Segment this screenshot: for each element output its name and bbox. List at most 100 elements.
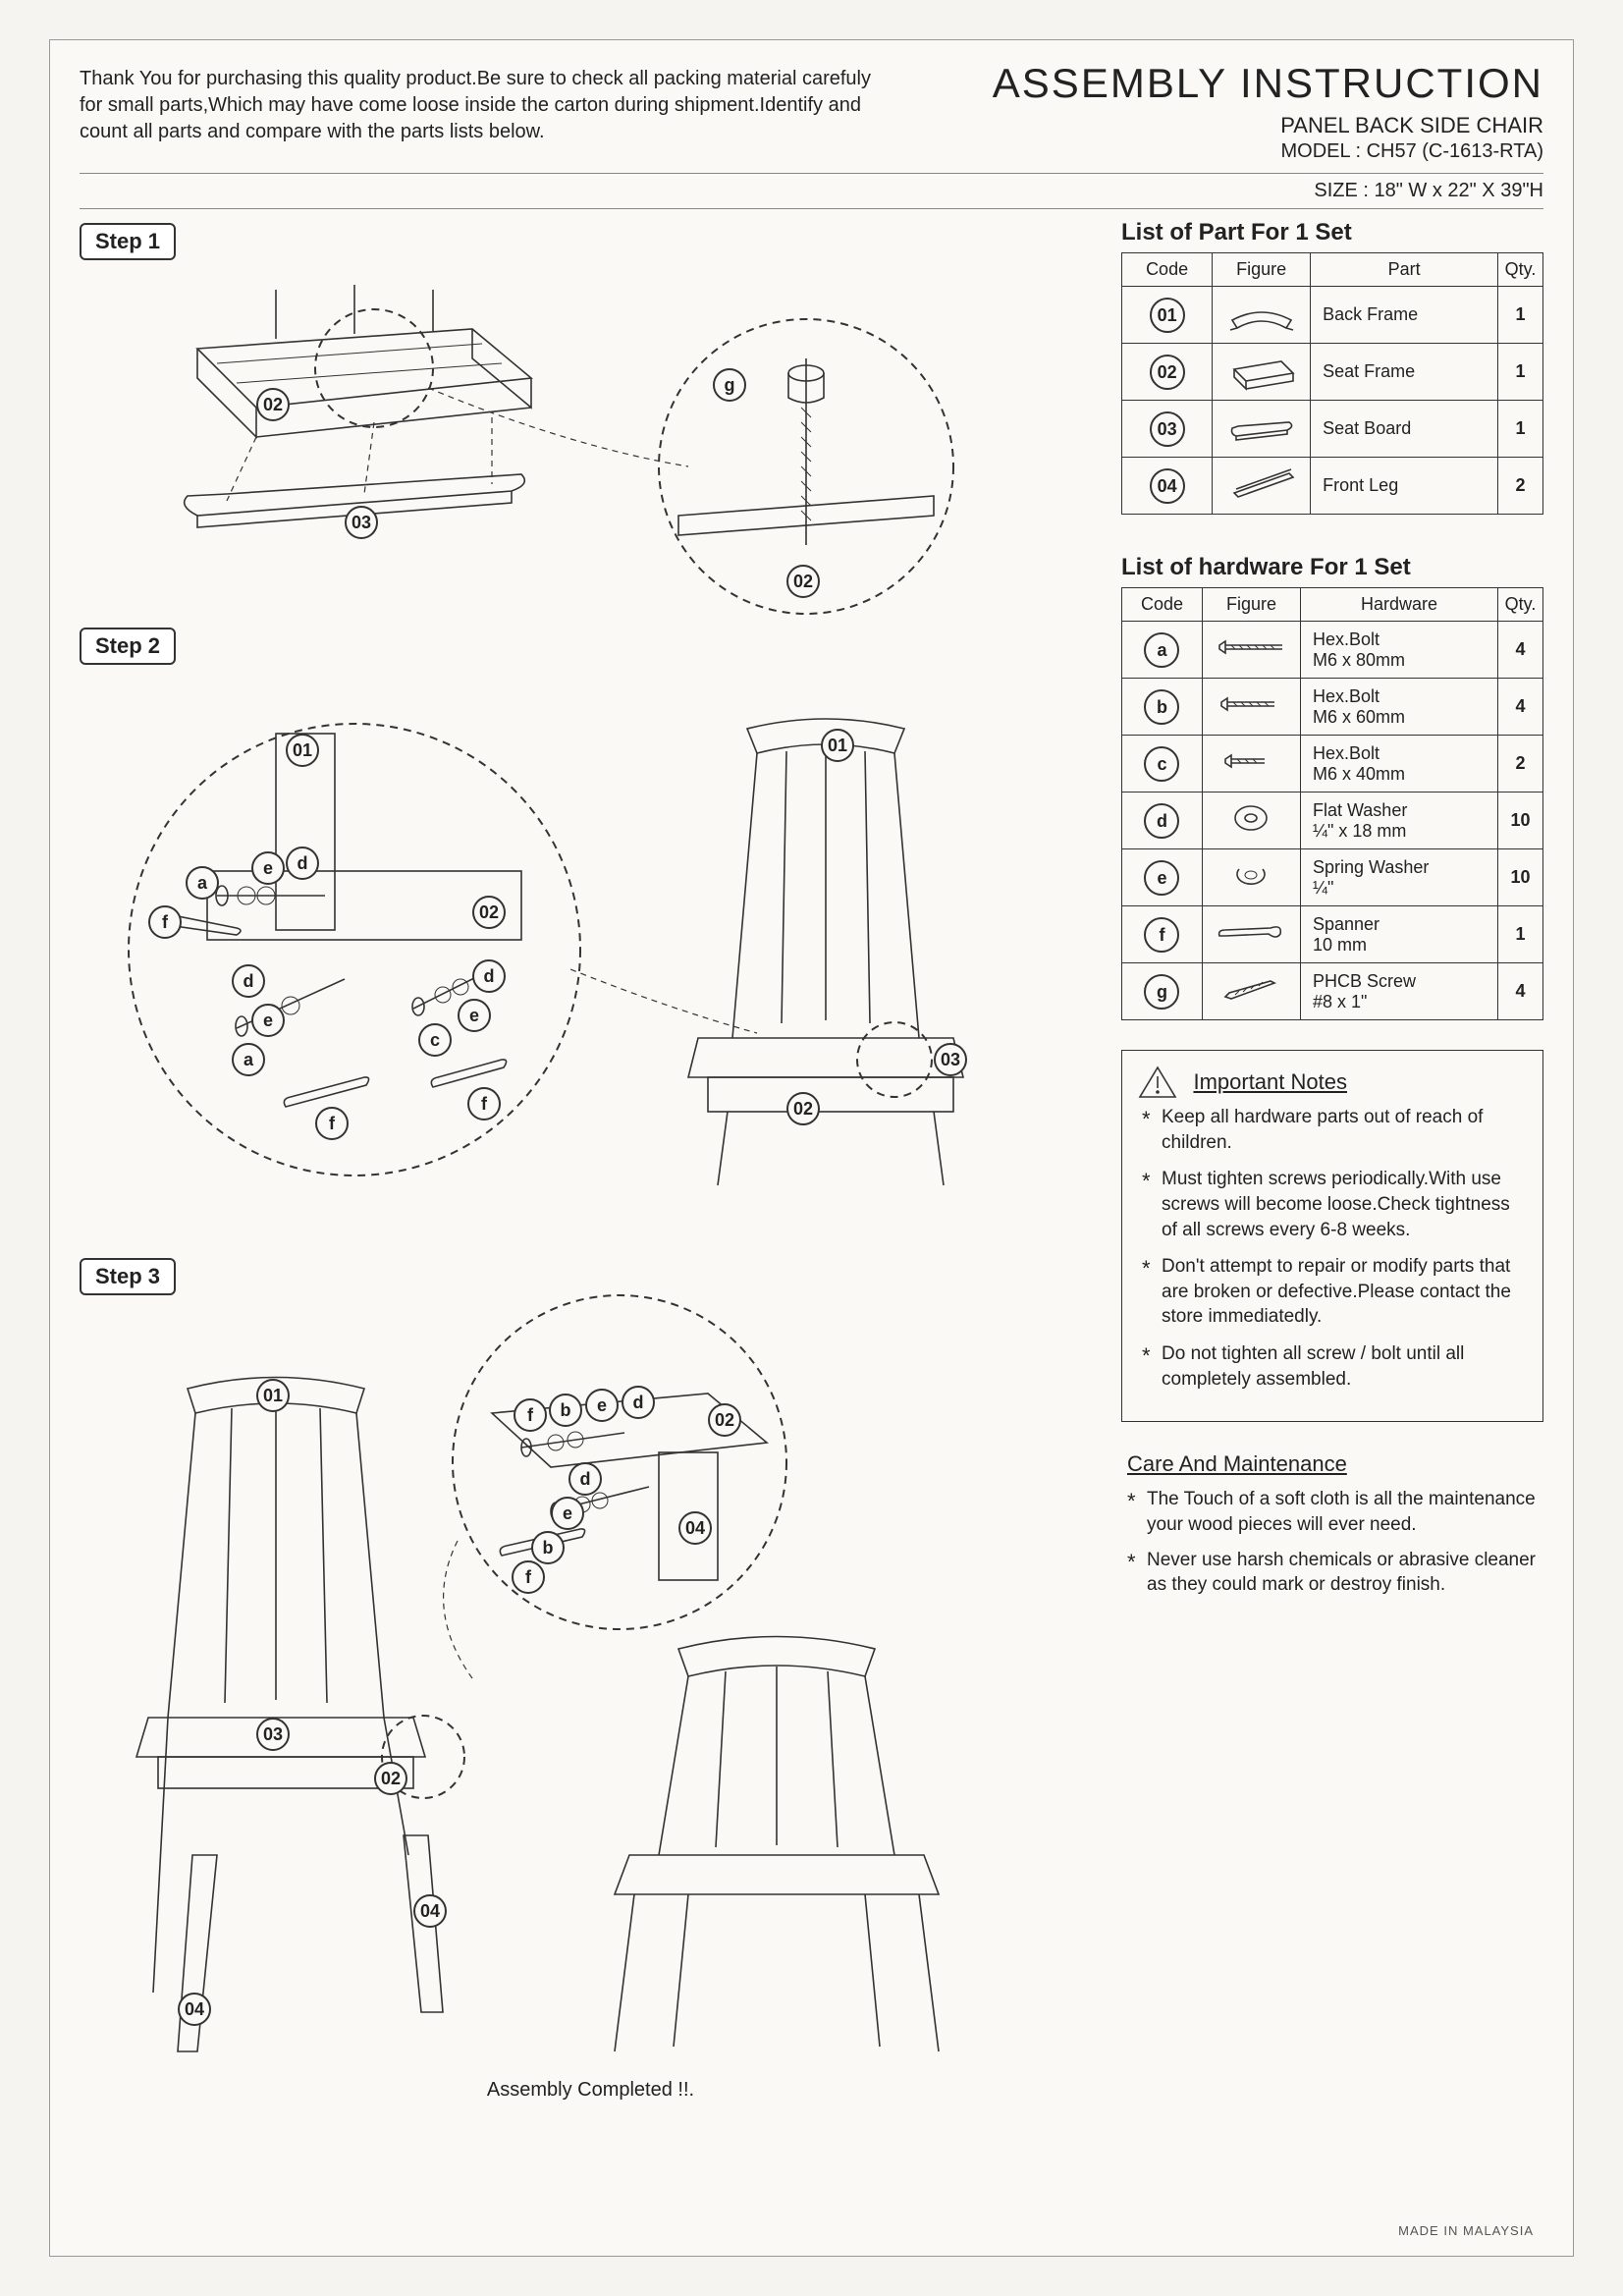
note-item: Do not tighten all screw / bolt until al… [1142, 1341, 1527, 1392]
hw-code: c [1144, 746, 1179, 782]
note-item: Keep all hardware parts out of reach of … [1142, 1105, 1527, 1155]
hw-figure [1202, 906, 1300, 963]
step-3-diagram [80, 1305, 1102, 2071]
step-2-diagram [80, 675, 1102, 1225]
callout-03: 03 [256, 1718, 290, 1751]
table-row: e Spring Washer ¼" 10 [1122, 849, 1543, 906]
part-name: Seat Frame [1311, 344, 1498, 401]
part-code: 04 [1150, 468, 1185, 504]
col-code: Code [1122, 588, 1203, 622]
note-item: Must tighten screws periodically.With us… [1142, 1167, 1527, 1242]
hw-name: Hex.Bolt M6 x 80mm [1300, 622, 1497, 679]
callout-a: a [232, 1043, 265, 1076]
callout-01: 01 [256, 1379, 290, 1412]
callout-e: e [551, 1497, 584, 1530]
parts-title: List of Part For 1 Set [1121, 219, 1543, 246]
product-name: PANEL BACK SIDE CHAIR [993, 113, 1543, 138]
table-row: 01 Back Frame 1 [1122, 287, 1543, 344]
hw-qty: 4 [1498, 622, 1543, 679]
callout-d: d [286, 847, 319, 880]
step-3: Step 3 [80, 1244, 1102, 2102]
model-number: MODEL : CH57 (C-1613-RTA) [993, 140, 1543, 163]
col-figure: Figure [1202, 588, 1300, 622]
hw-qty: 10 [1498, 793, 1543, 849]
note-item: Don't attempt to repair or modify parts … [1142, 1254, 1527, 1330]
callout-01: 01 [286, 734, 319, 767]
hw-name: Hex.Bolt M6 x 40mm [1300, 736, 1497, 793]
hw-code: f [1144, 917, 1179, 953]
size-row: SIZE : 18" W x 22" X 39"H [80, 174, 1543, 209]
callout-02: 02 [256, 388, 290, 421]
hw-qty: 4 [1498, 679, 1543, 736]
hw-figure [1202, 963, 1300, 1020]
part-code: 03 [1150, 411, 1185, 447]
callout-f: f [315, 1107, 349, 1140]
part-figure [1213, 287, 1311, 344]
table-header-row: Code Figure Part Qty. [1122, 253, 1543, 287]
table-row: b Hex.Bolt M6 x 60mm 4 [1122, 679, 1543, 736]
step-2: Step 2 [80, 614, 1102, 1225]
callout-f: f [467, 1087, 501, 1121]
step-3-label: Step 3 [80, 1258, 176, 1295]
callout-03: 03 [934, 1043, 967, 1076]
important-notes: Important Notes Keep all hardware parts … [1121, 1050, 1543, 1422]
callout-04: 04 [178, 1993, 211, 2026]
col-figure: Figure [1213, 253, 1311, 287]
hw-name: Hex.Bolt M6 x 60mm [1300, 679, 1497, 736]
callout-02: 02 [786, 565, 820, 598]
hw-name: Flat Washer ¼" x 18 mm [1300, 793, 1497, 849]
callout-d: d [472, 959, 506, 993]
col-qty: Qty. [1498, 588, 1543, 622]
callout-f: f [512, 1560, 545, 1594]
callout-02: 02 [472, 896, 506, 929]
callout-d: d [232, 964, 265, 998]
hw-code: b [1144, 689, 1179, 725]
doc-title: ASSEMBLY INSTRUCTION [993, 60, 1543, 107]
callout-02: 02 [374, 1762, 407, 1795]
part-qty: 2 [1498, 458, 1543, 515]
table-row: d Flat Washer ¼" x 18 mm 10 [1122, 793, 1543, 849]
part-name: Back Frame [1311, 287, 1498, 344]
care-list: The Touch of a soft cloth is all the mai… [1121, 1487, 1543, 1598]
table-header-row: Code Figure Hardware Qty. [1122, 588, 1543, 622]
callout-d: d [568, 1462, 602, 1496]
callout-e: e [251, 1004, 285, 1037]
hardware-title: List of hardware For 1 Set [1121, 554, 1543, 581]
callout-d: d [622, 1386, 655, 1419]
hw-figure [1202, 679, 1300, 736]
hw-figure [1202, 622, 1300, 679]
part-name: Front Leg [1311, 458, 1498, 515]
part-name: Seat Board [1311, 401, 1498, 458]
hw-qty: 4 [1498, 963, 1543, 1020]
callout-f: f [148, 905, 182, 939]
page: Thank You for purchasing this quality pr… [49, 39, 1574, 2257]
callout-e: e [458, 999, 491, 1032]
col-qty: Qty. [1498, 253, 1543, 287]
hw-name: PHCB Screw #8 x 1" [1300, 963, 1497, 1020]
callout-03: 03 [345, 506, 378, 539]
callout-04: 04 [413, 1894, 447, 1928]
part-qty: 1 [1498, 344, 1543, 401]
part-code: 01 [1150, 298, 1185, 333]
part-figure [1213, 344, 1311, 401]
hw-figure [1202, 849, 1300, 906]
callout-e: e [251, 851, 285, 885]
callout-04: 04 [678, 1511, 712, 1545]
hw-code: e [1144, 860, 1179, 896]
hw-code: a [1144, 632, 1179, 668]
callout-f: f [514, 1398, 547, 1432]
callout-b: b [549, 1394, 582, 1427]
part-code: 02 [1150, 355, 1185, 390]
step-1-label: Step 1 [80, 223, 176, 260]
table-row: 03 Seat Board 1 [1122, 401, 1543, 458]
table-row: f Spanner 10 mm 1 [1122, 906, 1543, 963]
intro-text: Thank You for purchasing this quality pr… [80, 60, 885, 163]
step-1-diagram [80, 270, 1102, 594]
made-in: MADE IN MALAYSIA [1398, 2223, 1534, 2238]
callout-g: g [713, 368, 746, 402]
hardware-table: Code Figure Hardware Qty. a Hex.Bolt M6 … [1121, 587, 1543, 1020]
care-title: Care And Maintenance [1127, 1451, 1543, 1477]
callout-b: b [531, 1531, 565, 1564]
assembly-complete: Assembly Completed !!. [80, 2079, 1102, 2102]
hw-code: g [1144, 974, 1179, 1010]
